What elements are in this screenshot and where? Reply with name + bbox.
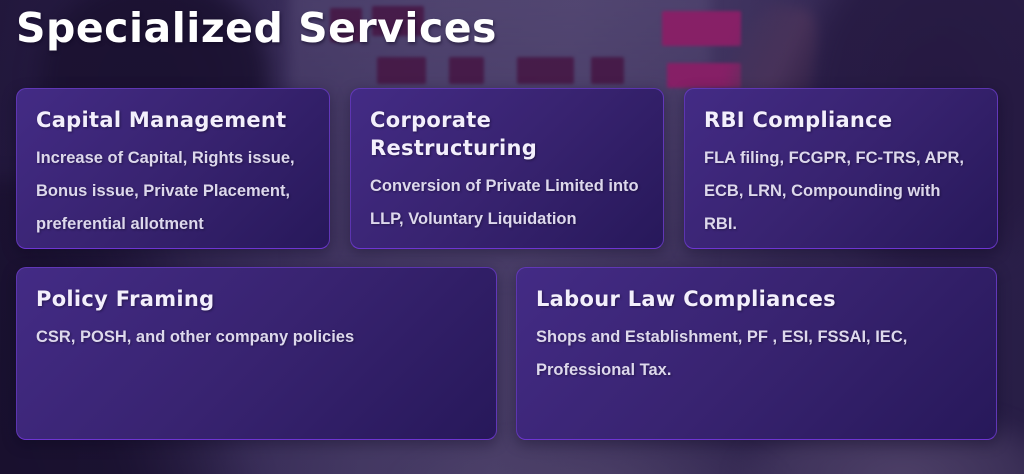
card-title: Policy Framing [36,287,215,311]
card-description: Shops and Establishment, PF , ESI, FSSAI… [536,328,908,379]
card-title: Labour Law Compliances [536,287,836,311]
card-title: Capital Management [36,108,287,132]
sticky-note [449,57,484,84]
sticky-note [591,57,624,84]
sticky-note [517,57,574,84]
service-card-corporate-restructuring: Corporate Restructuring Conversion of Pr… [350,88,664,249]
page-title: Specialized Services [16,4,497,52]
service-card-labour-law-compliances: Labour Law Compliances Shops and Establi… [516,267,997,440]
card-description: FLA filing, FCGPR, FC-TRS, APR, ECB, LRN… [704,149,965,233]
card-title: RBI Compliance [704,108,893,132]
card-description: Conversion of Private Limited into LLP, … [370,177,639,228]
service-card-policy-framing: Policy Framing CSR, POSH, and other comp… [16,267,497,440]
card-description: Increase of Capital, Rights issue, Bonus… [36,149,295,233]
sticky-note [330,8,362,42]
sticky-note [377,57,426,84]
service-card-capital-management: Capital Management Increase of Capital, … [16,88,330,249]
card-title: Corporate Restructuring [370,108,538,160]
card-description: CSR, POSH, and other company policies [36,328,355,346]
sticky-note [372,6,424,36]
service-card-rbi-compliance: RBI Compliance FLA filing, FCGPR, FC-TRS… [684,88,998,249]
